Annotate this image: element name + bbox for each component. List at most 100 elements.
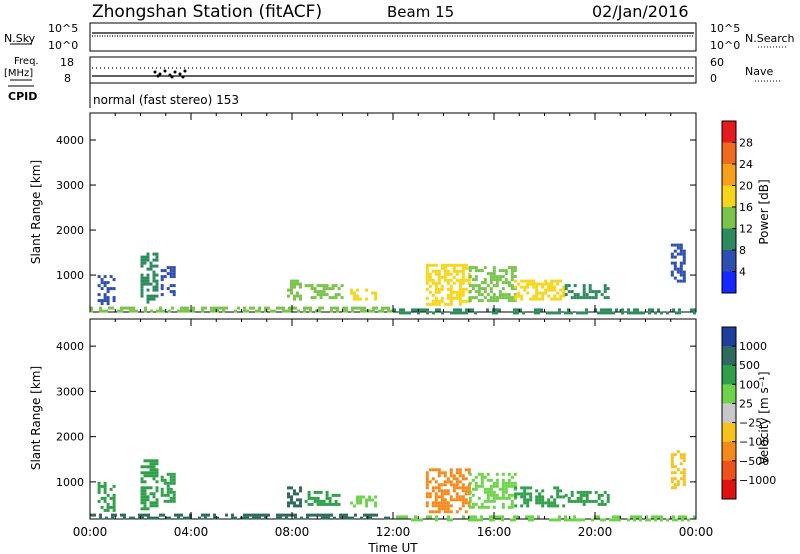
velocity-echo-10 [670, 450, 686, 490]
power-ytick-label-1: 3000 [56, 179, 84, 192]
velocity-echo-5 [350, 495, 378, 508]
velocity-echo-8 [514, 486, 566, 508]
velocity-colorbar-cell-6 [722, 441, 736, 462]
power-plot-frame [89, 112, 697, 313]
power-ylabel: Slant Range [km] [29, 160, 43, 264]
nsky-tick-bottom: 10^0 [48, 39, 78, 52]
time-tick-label-1: 04:00 [174, 525, 209, 539]
power-echo-8 [514, 279, 566, 301]
beam-label: Beam 15 [387, 3, 454, 21]
power-colorbar-label-4: 12 [739, 223, 753, 236]
velocity-echo-12 [396, 515, 696, 522]
cpid-value: normal (fast stereo) 153 [93, 93, 239, 107]
velocity-echo-1 [140, 459, 159, 511]
velocity-colorbar-frame [721, 326, 737, 500]
freq-unit-label: [MHz] [4, 68, 33, 79]
time-tick-label-5: 20:00 [578, 525, 613, 539]
power-colorbar-cell-1 [722, 142, 736, 165]
x-axis-label: Time UT [367, 541, 418, 554]
power-echo-2 [160, 266, 176, 297]
velocity-echo-2 [160, 472, 176, 503]
power-y-axis: 4000 3000 2000 1000 [56, 134, 696, 282]
power-echo-layer [90, 243, 696, 315]
velocity-colorbar-label-6: −500 [739, 455, 769, 468]
power-echo-10 [670, 243, 686, 283]
power-colorbar-cell-3 [722, 185, 736, 208]
velocity-panel: 4000 3000 2000 1000 00:00 04:00 08:00 12:00 16:… [29, 318, 776, 539]
velocity-echo-3 [287, 486, 302, 508]
nsearch-label: N.Search [745, 32, 795, 45]
time-tick-label-3: 12:00 [376, 525, 411, 539]
nsky-strip-frame [89, 22, 697, 52]
velocity-ytick-label-0: 4000 [56, 340, 84, 353]
freq-label: Freq. [14, 56, 39, 67]
time-tick-label-0: 00:00 [73, 525, 108, 539]
freq-tick-bottom: 8 [64, 72, 71, 85]
power-ytick-label-2: 2000 [56, 224, 84, 237]
velocity-ylabel: Slant Range [km] [29, 366, 43, 470]
power-colorbar-label-0: 28 [739, 137, 753, 150]
velocity-ytick-label-3: 1000 [56, 476, 84, 489]
time-tick-label-6: 00:00 [679, 525, 714, 539]
cpid-label: CPID [8, 90, 37, 103]
velocity-colorbar-label-2: 100 [739, 378, 760, 391]
nsky-tick-top: 10^5 [48, 22, 78, 35]
power-echo-0 [97, 275, 116, 306]
velocity-colorbar-label-5: −100 [739, 436, 769, 449]
velocity-colorbar-label-3: 25 [739, 397, 753, 410]
power-echo-11 [90, 306, 393, 313]
nsearch-tick-bottom: 10^0 [710, 39, 740, 52]
velocity-colorbar: 1000 500 100 25 −25 −100 −500 −1000 [721, 326, 776, 500]
nsearch-tick-top: 10^5 [710, 22, 740, 35]
velocity-colorbar-cell-5 [722, 422, 736, 443]
velocity-echo-layer [90, 450, 696, 522]
power-colorbar-cell-7 [722, 271, 736, 294]
power-colorbar-label-1: 24 [739, 158, 753, 171]
power-colorbar-label-6: 4 [739, 266, 746, 279]
freq-tick-top: 18 [60, 56, 74, 69]
velocity-colorbar-label-7: −1000 [739, 474, 776, 487]
power-echo-3 [287, 279, 302, 301]
power-colorbar-label-3: 16 [739, 201, 753, 214]
velocity-echo-4 [304, 490, 341, 506]
time-tick-label-2: 08:00 [275, 525, 310, 539]
power-echo-1 [140, 252, 159, 304]
power-colorbar-cell-0 [722, 121, 736, 143]
velocity-x-axis: 00:00 04:00 08:00 12:00 16:00 20:00 00:00 [73, 319, 714, 539]
power-ytick-label-3: 1000 [56, 269, 84, 282]
velocity-colorbar-label-1: 500 [739, 359, 760, 372]
date-label: 02/Jan/2016 [592, 2, 689, 21]
power-colorbar-label-2: 20 [739, 180, 753, 193]
power-echo-5 [350, 288, 378, 301]
velocity-plot-frame [89, 318, 697, 520]
power-colorbar-cell-4 [722, 207, 736, 229]
power-echo-7 [468, 266, 517, 303]
nsky-label: N.Sky [4, 32, 36, 45]
power-colorbar-cell-2 [722, 164, 736, 186]
velocity-ytick-label-1: 3000 [56, 385, 84, 398]
time-tick-label-4: 16:00 [477, 525, 512, 539]
velocity-colorbar-cell-8 [722, 479, 736, 500]
power-colorbar-label: Power [dB] [757, 179, 771, 244]
nave-label: Nave [745, 65, 773, 78]
power-x-ticks [89, 113, 697, 312]
power-echo-9 [564, 284, 610, 300]
velocity-colorbar-label-0: 1000 [739, 340, 767, 353]
power-ytick-label-0: 4000 [56, 134, 84, 147]
velocity-colorbar-label: Velocity [m s⁻¹] [757, 371, 771, 464]
power-panel: 4000 3000 2000 1000 Slant Range [km] 28 24 20… [29, 112, 771, 315]
velocity-echo-0 [97, 481, 116, 512]
nave-tick-bottom: 0 [710, 72, 717, 85]
freq-scatter-cluster [153, 69, 187, 79]
velocity-colorbar-label-4: −25 [739, 417, 762, 430]
velocity-colorbar-cell-0 [722, 327, 736, 347]
velocity-colorbar-cell-1 [722, 346, 736, 366]
velocity-echo-9 [564, 490, 610, 506]
velocity-echo-6 [425, 468, 471, 514]
power-colorbar-cell-5 [722, 228, 736, 251]
power-colorbar-label-5: 8 [739, 244, 746, 257]
freq-strip-frame [89, 56, 697, 84]
velocity-colorbar-cell-2 [722, 365, 736, 385]
power-colorbar-cell-6 [722, 250, 736, 272]
